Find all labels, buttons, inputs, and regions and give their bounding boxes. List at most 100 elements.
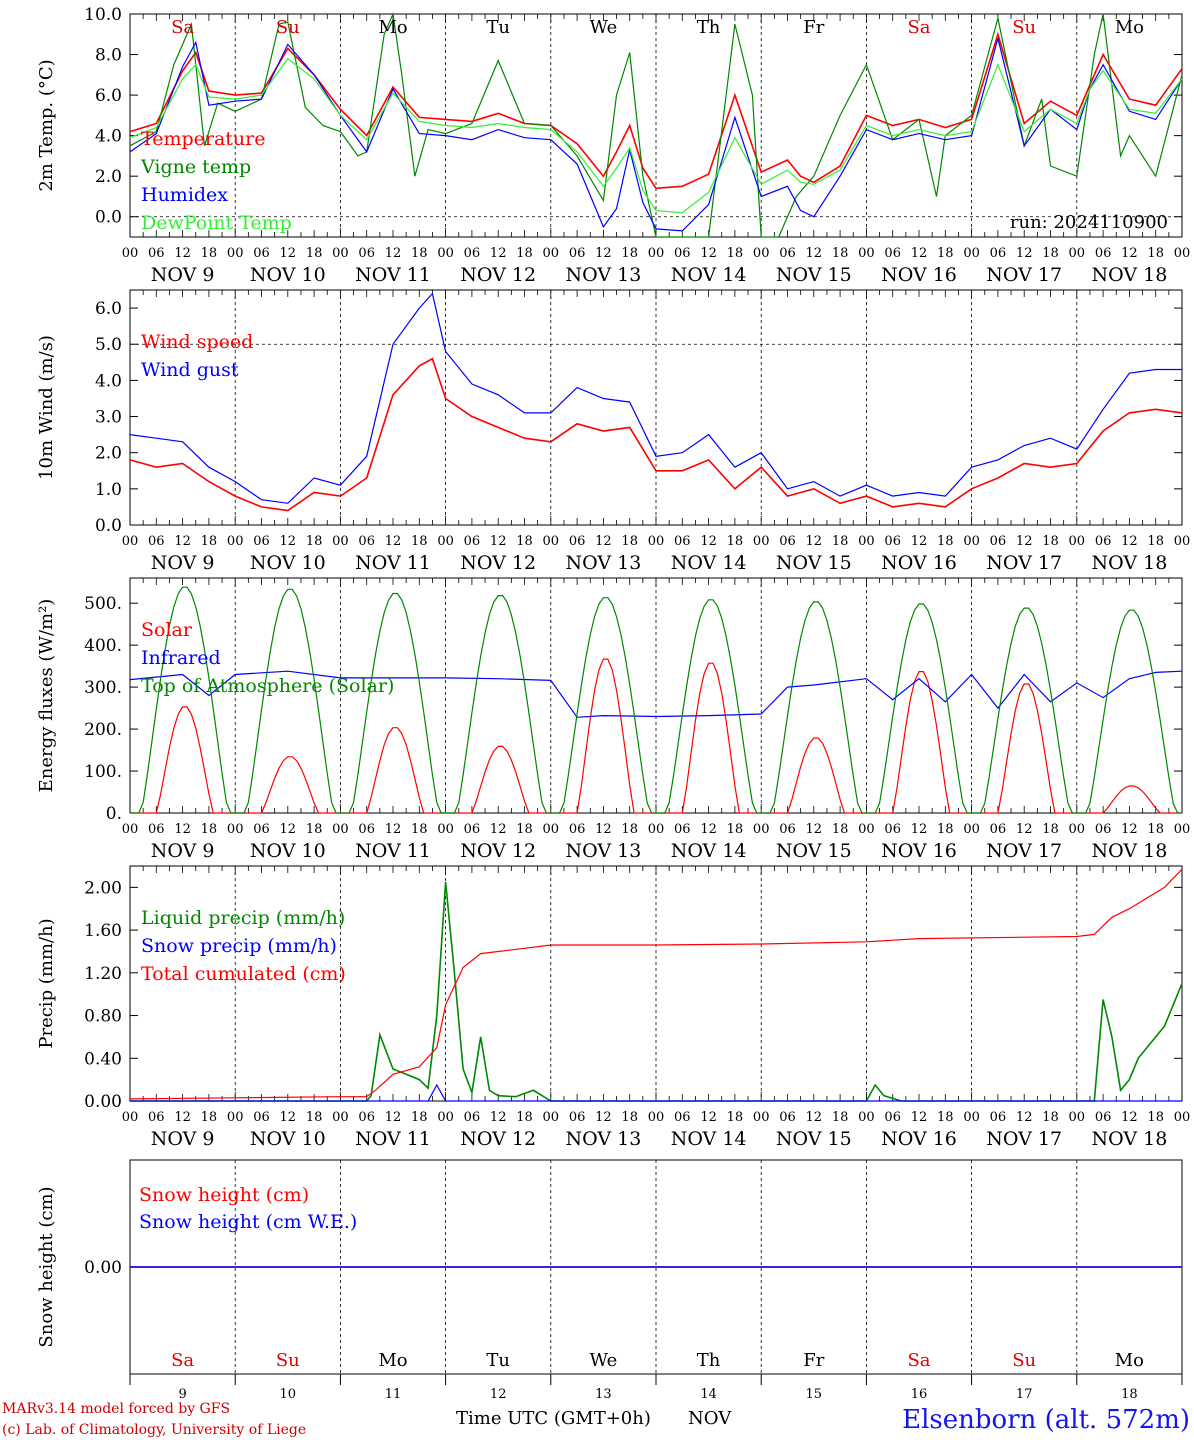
- day-tick-label: NOV 10: [250, 264, 326, 286]
- hour-tick-label: 06: [253, 246, 270, 261]
- hour-tick-label: 18: [937, 822, 954, 837]
- day-number-label: 15: [806, 1387, 823, 1402]
- weekday-label-top: Mo: [378, 17, 407, 38]
- panel-4: 0.00 0.40 0.80 1.20 1.60 2.00 Precip (mm/h) Liq…: [36, 865, 1190, 1150]
- hour-tick-label: 00: [1174, 822, 1191, 837]
- y-tick-label: 2.0: [95, 167, 122, 187]
- legend-entry: Solar: [141, 619, 193, 641]
- weekday-label-bottom: Fr: [803, 1350, 824, 1371]
- y-tick-label: 100.: [84, 762, 122, 782]
- run-label: run: 2024110900: [1010, 212, 1168, 233]
- day-tick-label: NOV 18: [1091, 840, 1167, 862]
- hour-tick-label: 00: [122, 1110, 139, 1125]
- day-tick-label: NOV 9: [151, 840, 215, 862]
- hour-tick-label: 12: [174, 534, 191, 549]
- hour-tick-label: 06: [779, 246, 796, 261]
- y-tick-label: 0.40: [84, 1049, 122, 1069]
- day-tick-label: NOV 10: [250, 552, 326, 574]
- hour-tick-label: 18: [201, 822, 218, 837]
- hour-tick-label: 12: [385, 822, 402, 837]
- hour-tick-label: 06: [358, 822, 375, 837]
- hour-tick-label: 18: [411, 246, 428, 261]
- hour-tick-label: 00: [858, 1110, 875, 1125]
- day-number-label: 17: [1016, 1387, 1033, 1402]
- hour-tick-label: 18: [306, 246, 323, 261]
- y-tick-label: 0.0: [95, 208, 122, 228]
- hour-tick-label: 00: [963, 534, 980, 549]
- weekday-label-bottom: Su: [276, 1350, 300, 1371]
- hour-tick-label: 18: [411, 822, 428, 837]
- day-tick-label: NOV 16: [881, 552, 957, 574]
- hour-tick-label: 00: [332, 534, 349, 549]
- legend-entry: Wind speed: [141, 331, 253, 353]
- panel-3: 0. 100. 200. 300. 400. 500. Energy fluxes (W/m…: [36, 577, 1191, 862]
- day-tick-label: NOV 13: [565, 552, 641, 574]
- hour-tick-label: 12: [280, 246, 297, 261]
- day-tick-label: NOV 12: [460, 1128, 536, 1150]
- hour-tick-label: 12: [280, 822, 297, 837]
- day-number-label: 10: [280, 1387, 297, 1402]
- y-tick-label: 8.0: [95, 46, 122, 66]
- hour-tick-label: 12: [490, 534, 507, 549]
- day-tick-label: NOV 11: [355, 840, 431, 862]
- hour-tick-label: 18: [1147, 534, 1164, 549]
- y-tick-label: 6.0: [95, 86, 122, 106]
- day-number-label: 13: [595, 1387, 612, 1402]
- day-tick-label: NOV 11: [355, 552, 431, 574]
- y-tick-label: 10.0: [84, 5, 122, 25]
- hour-tick-label: 06: [884, 1110, 901, 1125]
- day-tick-label: NOV 10: [250, 1128, 326, 1150]
- hour-tick-label: 00: [437, 246, 454, 261]
- day-tick-label: NOV 14: [671, 264, 747, 286]
- panel-2: 0.0 1.0 2.0 3.0 4.0 5.0 6.0 10m Wind (m/s) Wind …: [36, 289, 1190, 574]
- hour-tick-label: 00: [1069, 822, 1086, 837]
- hour-tick-label: 12: [700, 246, 717, 261]
- hour-tick-label: 06: [464, 1110, 481, 1125]
- hour-tick-label: 12: [490, 1110, 507, 1125]
- hour-tick-label: 00: [1174, 246, 1191, 261]
- hour-tick-label: 12: [806, 1110, 823, 1125]
- hour-tick-label: 18: [937, 534, 954, 549]
- hour-tick-label: 12: [1121, 1110, 1138, 1125]
- hour-tick-label: 06: [779, 534, 796, 549]
- hour-tick-label: 06: [464, 246, 481, 261]
- hour-tick-label: 06: [779, 822, 796, 837]
- hour-tick-label: 18: [727, 1110, 744, 1125]
- day-number-label: 11: [385, 1387, 402, 1402]
- hour-tick-label: 12: [911, 534, 928, 549]
- series-line-snow-precip-mm-h-: [130, 1083, 1182, 1102]
- day-tick-label: NOV 10: [250, 840, 326, 862]
- hour-tick-label: 00: [648, 822, 665, 837]
- hour-tick-label: 18: [516, 822, 533, 837]
- weekday-label-top: Th: [697, 17, 721, 38]
- hour-tick-label: 00: [963, 822, 980, 837]
- hour-tick-label: 06: [148, 246, 165, 261]
- hour-tick-label: 06: [1095, 1110, 1112, 1125]
- hour-tick-label: 00: [543, 1110, 560, 1125]
- series-line-infrared: [129, 670, 1183, 718]
- hour-tick-label: 18: [832, 246, 849, 261]
- day-tick-label: NOV 18: [1091, 552, 1167, 574]
- hour-tick-label: 06: [569, 534, 586, 549]
- hour-tick-label: 12: [595, 1110, 612, 1125]
- hour-tick-label: 06: [148, 534, 165, 549]
- hour-tick-label: 06: [148, 822, 165, 837]
- day-tick-label: NOV 15: [776, 552, 852, 574]
- hour-tick-label: 18: [411, 1110, 428, 1125]
- hour-tick-label: 00: [753, 246, 770, 261]
- hour-tick-label: 12: [385, 246, 402, 261]
- legend-entry: Infrared: [141, 647, 221, 669]
- y-tick-label: 5.0: [95, 335, 122, 355]
- hour-tick-label: 12: [174, 1110, 191, 1125]
- day-tick-label: NOV 15: [776, 264, 852, 286]
- series-line-humidex: [129, 38, 1183, 232]
- y-tick-label: 0.00: [84, 1258, 122, 1278]
- hour-tick-label: 00: [437, 1110, 454, 1125]
- hour-tick-label: 00: [437, 534, 454, 549]
- hour-tick-label: 06: [990, 1110, 1007, 1125]
- y-tick-label: 0.: [106, 804, 122, 824]
- hour-tick-label: 12: [595, 822, 612, 837]
- hour-tick-label: 00: [227, 1110, 244, 1125]
- legend-entry: Wind gust: [141, 359, 239, 381]
- series-line-temperature: [129, 31, 1183, 190]
